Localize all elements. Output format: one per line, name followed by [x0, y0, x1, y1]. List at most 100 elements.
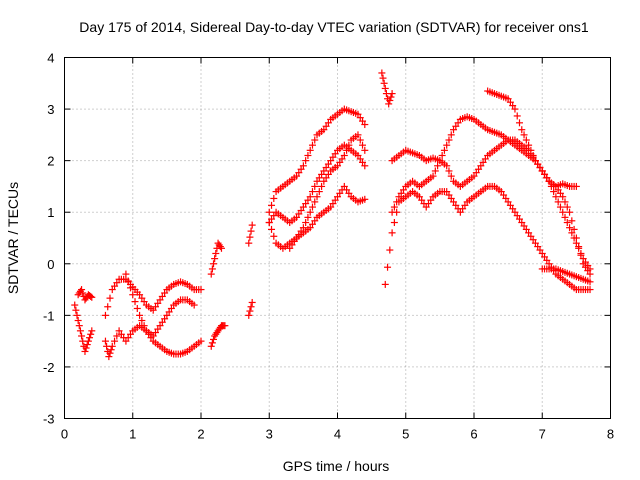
data-point — [554, 198, 562, 206]
data-point — [245, 239, 253, 247]
data-point — [443, 141, 451, 149]
data-point — [361, 195, 369, 203]
data-point — [248, 298, 256, 306]
data-point — [513, 112, 521, 120]
data-point — [572, 182, 580, 190]
data-point — [379, 74, 387, 82]
data-point — [359, 141, 367, 149]
series-track-m — [286, 131, 369, 252]
data-point — [388, 90, 396, 98]
data-point — [361, 121, 369, 129]
x-tick-label: 4 — [334, 427, 341, 442]
data-point — [306, 193, 314, 201]
series-track-n — [378, 69, 396, 108]
data-point — [522, 136, 530, 144]
data-point — [265, 208, 273, 216]
data-markers — [71, 69, 594, 361]
data-point — [563, 219, 571, 227]
data-point — [381, 280, 389, 288]
data-point — [386, 246, 394, 254]
series-track-h — [245, 298, 256, 319]
data-point — [361, 162, 369, 170]
data-point — [111, 337, 119, 345]
data-point — [101, 337, 109, 345]
data-point — [315, 188, 323, 196]
data-point — [71, 301, 79, 309]
data-point — [575, 243, 583, 251]
data-point — [216, 243, 224, 251]
data-point — [210, 335, 218, 343]
data-point — [443, 162, 451, 170]
data-point — [104, 303, 112, 311]
data-point — [308, 141, 316, 149]
data-point — [208, 265, 216, 273]
axis-ticks: 0 1 2 3 4 5 6 7 8 -3 -2 -1 0 1 2 3 4 — [43, 51, 614, 442]
data-point — [438, 151, 446, 159]
data-point — [122, 270, 130, 278]
series-track-b — [74, 286, 96, 304]
data-point — [563, 203, 571, 211]
series-track-l — [265, 105, 369, 216]
data-point — [445, 167, 453, 175]
data-point — [311, 136, 319, 144]
data-point — [190, 301, 198, 309]
data-point — [311, 198, 319, 206]
y-tick-label: 2 — [47, 154, 54, 169]
data-point — [270, 232, 278, 240]
data-point — [586, 286, 594, 294]
data-point — [210, 260, 218, 268]
data-point — [86, 334, 94, 342]
x-tick-label: 5 — [402, 427, 409, 442]
data-point — [378, 69, 386, 77]
data-point — [84, 337, 92, 345]
data-point — [87, 330, 95, 338]
data-point — [552, 193, 560, 201]
data-point — [126, 284, 134, 292]
data-point — [388, 229, 396, 237]
data-point — [343, 146, 351, 154]
data-point — [245, 311, 253, 319]
data-point — [131, 298, 139, 306]
y-tick-label: 3 — [47, 102, 54, 117]
data-point — [340, 151, 348, 159]
data-point — [561, 213, 569, 221]
data-point — [436, 157, 444, 165]
series-track-a — [71, 301, 96, 355]
x-tick-label: 1 — [129, 427, 136, 442]
data-point — [247, 303, 255, 311]
data-point — [381, 84, 389, 92]
x-tick-label: 0 — [61, 427, 68, 442]
data-point — [208, 339, 216, 347]
data-point — [447, 131, 455, 139]
data-point — [129, 291, 137, 299]
data-point — [520, 131, 528, 139]
data-point — [221, 322, 229, 330]
data-point — [518, 126, 526, 134]
series-track-g — [207, 239, 225, 278]
data-point — [79, 289, 87, 297]
data-point — [299, 162, 307, 170]
data-point — [566, 208, 574, 216]
data-point — [268, 225, 276, 233]
data-point — [568, 217, 576, 225]
data-point — [356, 136, 364, 144]
data-point — [559, 208, 567, 216]
y-tick-label: -3 — [43, 412, 55, 427]
data-point — [107, 346, 115, 354]
data-point — [384, 263, 392, 271]
data-point — [308, 188, 316, 196]
data-point — [74, 317, 82, 325]
data-point — [311, 182, 319, 190]
x-axis-label: GPS time / hours — [283, 458, 390, 474]
data-point — [108, 342, 116, 350]
data-point — [133, 304, 141, 312]
data-point — [390, 203, 398, 211]
data-point — [268, 201, 276, 209]
data-point — [207, 342, 215, 350]
data-point — [246, 233, 254, 241]
data-point — [82, 344, 90, 352]
data-point — [207, 270, 215, 278]
data-point — [388, 208, 396, 216]
data-point — [529, 151, 537, 159]
